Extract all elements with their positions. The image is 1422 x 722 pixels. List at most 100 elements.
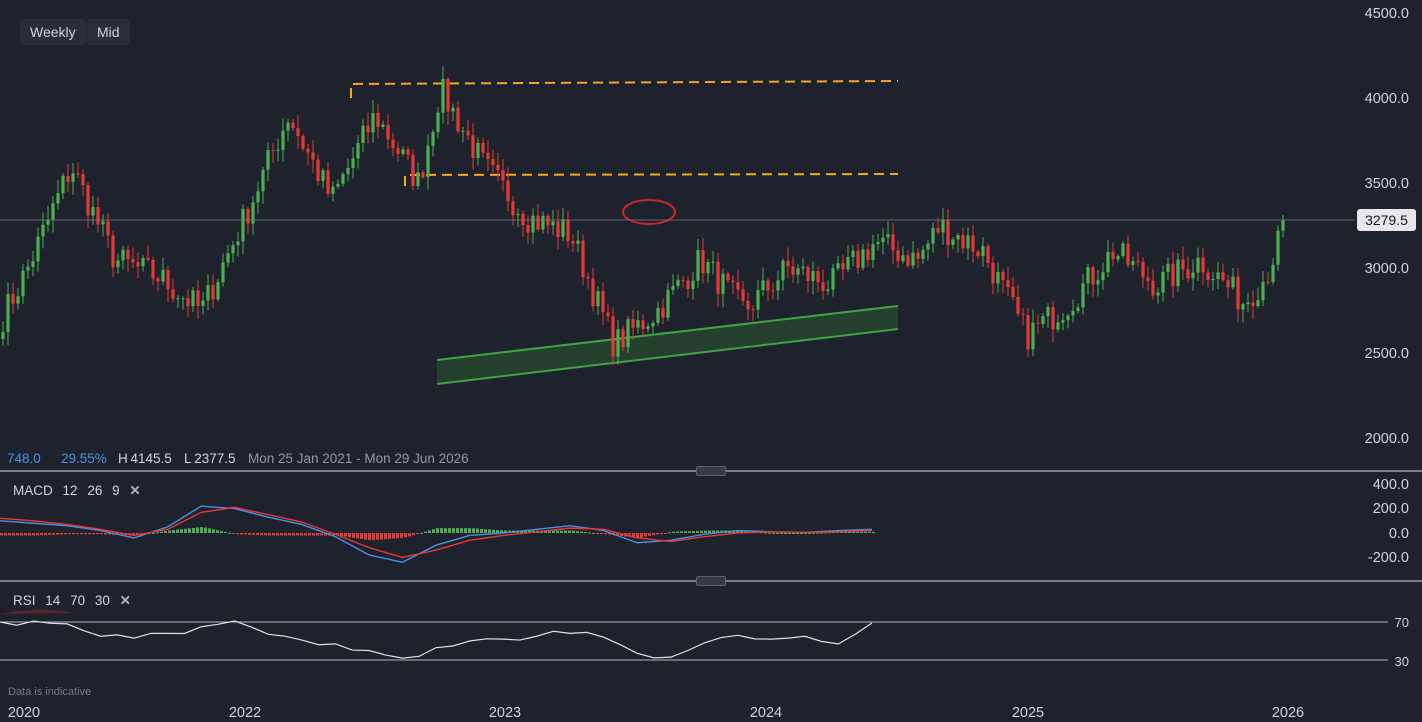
macd-histogram-bar (36, 533, 39, 536)
candle-body (426, 145, 430, 178)
macd-histogram-bar (820, 532, 823, 534)
candle-body (1121, 243, 1125, 256)
candle-body (756, 290, 760, 310)
rsi-legend[interactable]: RSI 14 70 30 ✕ (5, 589, 145, 613)
macd-signal-line (0, 506, 873, 559)
candle-body (606, 312, 610, 317)
candle-body (306, 148, 310, 153)
macd-histogram-bar (52, 533, 55, 535)
candle-body (476, 142, 480, 159)
macd-histogram-bar (256, 533, 259, 535)
candle-body (1046, 306, 1050, 317)
macd-histogram-bar (392, 533, 395, 539)
candle-body (1231, 276, 1235, 288)
macd-histogram-bar (492, 529, 495, 533)
macd-histogram-bar (464, 528, 467, 533)
macd-legend[interactable]: MACD 12 26 9 ✕ (5, 479, 155, 503)
candle-body (976, 251, 980, 257)
candle-body (861, 249, 865, 268)
candle-body (666, 289, 670, 318)
candle-body (916, 252, 920, 259)
macd-histogram-bar (160, 531, 163, 533)
candle-body (206, 285, 210, 301)
candle-body (391, 139, 395, 148)
pane-resize-handle-1[interactable] (696, 466, 726, 476)
price-type-button[interactable]: Mid (87, 19, 130, 45)
candle-body (741, 289, 745, 301)
candle-body (1176, 259, 1180, 287)
candle-body (881, 237, 885, 243)
macd-histogram-bar (816, 532, 819, 534)
candle-body (456, 107, 460, 132)
candle-body (636, 320, 640, 328)
time-tick: 2022 (229, 705, 261, 721)
candle-body (231, 245, 235, 254)
price-axis[interactable]: 4500.0 4000.0 3500.0 3000.0 2500.0 2000.… (1365, 6, 1409, 447)
macd-histogram-bar (348, 533, 351, 538)
candle-body (166, 269, 170, 290)
candle-body (481, 142, 485, 153)
candle-body (876, 242, 880, 245)
candle-body (216, 282, 220, 300)
time-axis[interactable]: 2020 2022 2023 2024 2025 2026 (8, 705, 1304, 721)
candle-body (501, 170, 505, 181)
candle-body (621, 329, 625, 348)
candle-body (821, 282, 825, 292)
ascending-channel (436, 305, 899, 385)
close-icon[interactable]: ✕ (119, 593, 131, 608)
candle-body (1196, 257, 1200, 273)
macd-histogram-bar (496, 530, 499, 533)
macd-histogram-bar (180, 529, 183, 533)
candle-body (1251, 302, 1255, 307)
macd-histogram-bar (864, 531, 867, 533)
macd-histogram-bar (868, 531, 871, 533)
candle-body (151, 260, 155, 279)
macd-histogram-bar (312, 533, 315, 536)
macd-histogram-bar (12, 533, 15, 536)
macd-histogram-bar (660, 533, 663, 534)
candle-body (541, 215, 545, 230)
candle-body (1086, 267, 1090, 284)
macd-histogram-bar (432, 529, 435, 533)
candle-body (1171, 263, 1175, 287)
macd-line (0, 505, 873, 564)
candle-body (1041, 316, 1045, 324)
rsi-param: 70 (70, 593, 86, 608)
candle-body (701, 250, 705, 274)
macd-histogram-bar (848, 531, 851, 533)
candle-body (1116, 255, 1120, 260)
macd-histogram-bar (416, 533, 419, 534)
candle-body (221, 262, 225, 283)
candle-body (271, 149, 275, 151)
close-icon[interactable]: ✕ (129, 483, 141, 498)
candle-body (16, 296, 20, 304)
macd-histogram-bar (460, 528, 463, 533)
macd-histogram-bar (288, 533, 291, 536)
candle-body (1131, 261, 1135, 265)
candle-body (121, 249, 125, 261)
low-stat: L 2377.5 (184, 451, 236, 466)
macd-histogram-bar (296, 533, 299, 536)
macd-histogram-bar (244, 533, 247, 535)
candle-body (316, 159, 320, 182)
candle-body (1101, 272, 1105, 281)
macd-histogram-bar (224, 531, 227, 533)
candle-body (406, 149, 410, 155)
macd-histogram-bar (680, 531, 683, 533)
macd-histogram-bar (80, 533, 83, 535)
low-value: 2377.5 (194, 451, 236, 466)
price-tick: 2500.0 (1365, 346, 1409, 362)
macd-histogram-bar (324, 533, 327, 536)
candle-body (1216, 272, 1220, 280)
macd-histogram-bar (768, 532, 771, 534)
macd-histogram-bar (16, 533, 19, 536)
interval-button[interactable]: Weekly (20, 19, 86, 45)
candle-body (246, 208, 250, 224)
candle-body (871, 244, 875, 261)
macd-histogram-bar (156, 532, 159, 534)
macd-histogram-bar (380, 533, 383, 540)
data-disclaimer: Data is indicative (8, 686, 92, 698)
candle-body (1036, 322, 1040, 324)
pane-resize-handle-2[interactable] (696, 576, 726, 586)
